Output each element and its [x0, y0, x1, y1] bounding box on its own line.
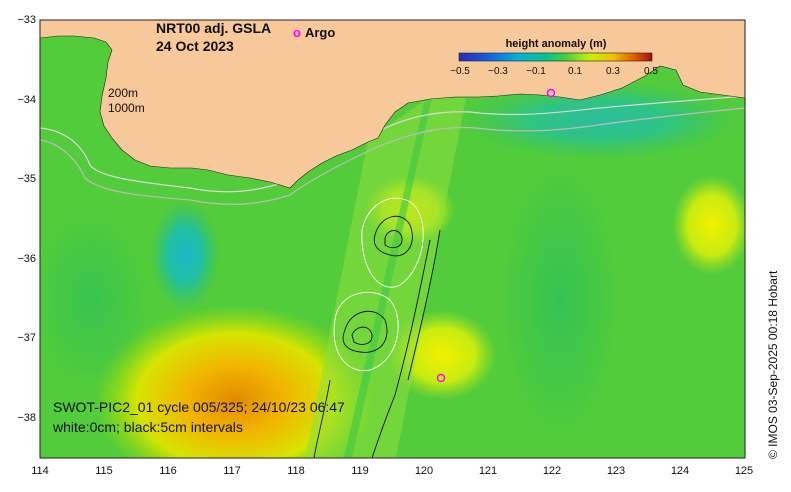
- contour-label-1000m: 1000m: [108, 101, 145, 115]
- anomaly-green-west: [40, 210, 150, 390]
- colorbar-label: −0.5: [450, 66, 470, 77]
- argo-float: [546, 88, 556, 98]
- anomaly-cyan-coast: [460, 80, 740, 160]
- x-tick-label: 122: [542, 465, 562, 477]
- y-tick-label: −37: [17, 332, 36, 344]
- land-australia: [40, 20, 745, 189]
- x-tick-label: 121: [478, 465, 498, 477]
- contour-label-200m: 200m: [108, 86, 139, 100]
- anomaly-warm-southwest: [95, 305, 375, 458]
- credit-text: © IMOS 03-Sep-2025 00:18 Hobart: [766, 270, 780, 459]
- x-tick-label: 125: [734, 465, 754, 477]
- x-tick-label: 120: [414, 465, 434, 477]
- x-tick-label: 124: [670, 465, 690, 477]
- plot-frame: [39, 19, 746, 459]
- y-tick-label: −34: [17, 94, 36, 106]
- swot-caption: SWOT-PIC2_01 cycle 005/325; 24/10/23 06:…: [53, 399, 345, 415]
- y-tick-label: −35: [17, 173, 36, 185]
- x-tick-label: 115: [95, 465, 113, 477]
- x-tick-label: 117: [223, 465, 241, 477]
- argo-markers: [436, 88, 556, 383]
- y-tick-label: −38: [17, 412, 36, 424]
- colorbar-label: −0.1: [526, 66, 546, 77]
- colorbar-title: height anomaly (m): [505, 38, 607, 50]
- argo-marker-icon: o: [293, 25, 301, 40]
- x-tick-label: 118: [287, 465, 305, 477]
- colorbar-label: 0.1: [568, 66, 582, 77]
- contour-1000m: [40, 107, 745, 205]
- y-tick-label: −33: [17, 14, 36, 26]
- argo-float: [436, 373, 446, 383]
- colorbar: [458, 52, 653, 62]
- y-tick-label: −36: [17, 253, 36, 265]
- map-date: 24 Oct 2023: [156, 38, 234, 54]
- swot-contours: [313, 215, 441, 458]
- colorbar-label: 0.5: [644, 66, 658, 77]
- anomaly-yellow-east: [672, 175, 745, 275]
- map-title: NRT00 adj. GSLA: [156, 20, 272, 36]
- swot-swath-gap: [344, 98, 432, 458]
- colorbar-label: −0.3: [488, 66, 508, 77]
- argo-legend-label: Argo: [304, 25, 336, 40]
- x-tick-label: 116: [159, 465, 177, 477]
- colorbar-label: 0.3: [606, 66, 620, 77]
- swot-zero-contours: [333, 197, 424, 372]
- x-tick-label: 123: [606, 465, 626, 477]
- argo-legend: o Argo: [293, 25, 335, 40]
- swot-contour-note: white:0cm; black:5cm intervals: [53, 419, 243, 435]
- x-tick-label: 114: [31, 465, 49, 477]
- x-tick-label: 119: [351, 465, 369, 477]
- anomaly-green-band: [500, 160, 620, 440]
- anomaly-cyan-west: [150, 200, 220, 310]
